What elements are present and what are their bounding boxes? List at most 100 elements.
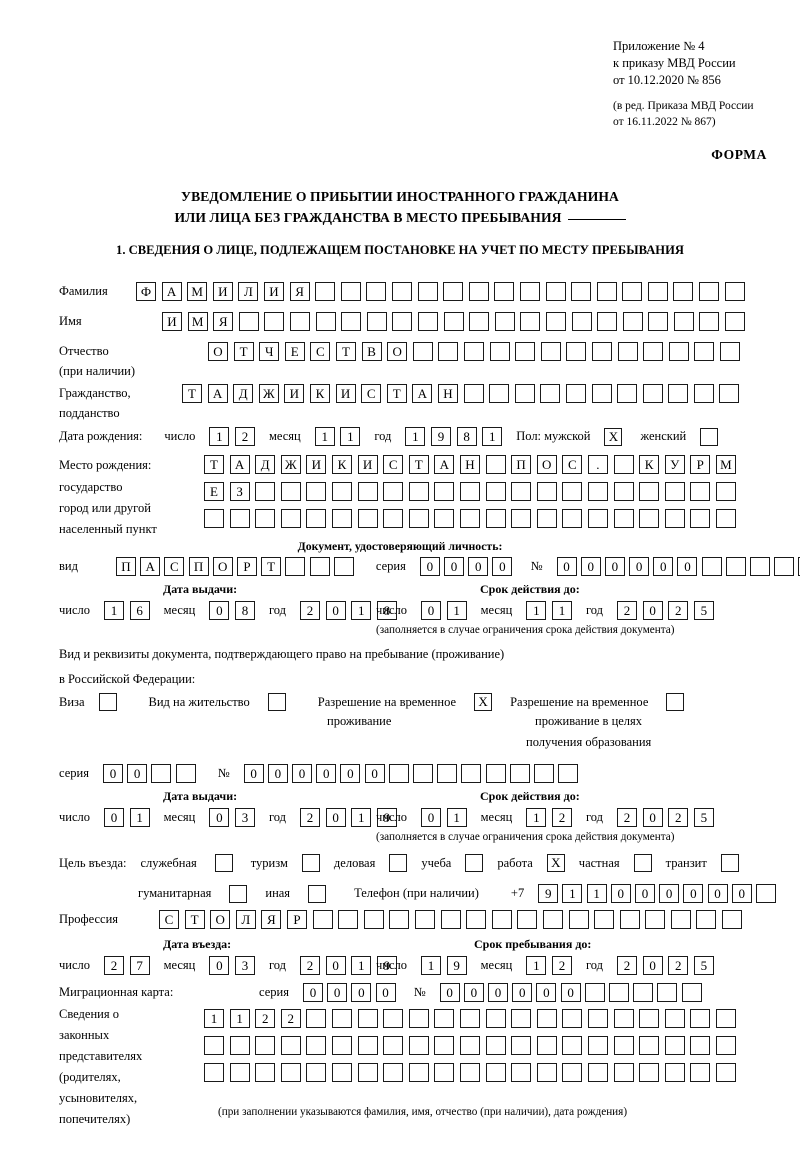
- char-box[interactable]: 5: [693, 956, 714, 975]
- char-box[interactable]: Т: [408, 455, 429, 474]
- char-box[interactable]: 0: [267, 764, 288, 783]
- char-box[interactable]: [341, 312, 362, 331]
- char-box[interactable]: [542, 910, 563, 929]
- char-box[interactable]: [622, 282, 643, 301]
- char-box[interactable]: 0: [683, 884, 704, 903]
- char-box[interactable]: 1: [562, 884, 583, 903]
- char-box[interactable]: 0: [127, 764, 148, 783]
- char-box[interactable]: [315, 312, 336, 331]
- char-box[interactable]: [388, 764, 409, 783]
- sex-male-checkbox[interactable]: X: [604, 427, 623, 446]
- char-box[interactable]: [408, 1036, 429, 1055]
- char-box[interactable]: Д: [255, 455, 276, 474]
- char-box[interactable]: 0: [488, 983, 509, 1002]
- char-box[interactable]: 9: [446, 956, 467, 975]
- char-box[interactable]: Ж: [280, 455, 301, 474]
- char-box[interactable]: 0: [604, 557, 625, 576]
- char-box[interactable]: [264, 312, 285, 331]
- char-box[interactable]: И: [212, 282, 233, 301]
- char-box[interactable]: [363, 910, 384, 929]
- char-box[interactable]: [485, 1036, 506, 1055]
- char-box[interactable]: [485, 509, 506, 528]
- char-box[interactable]: [417, 282, 438, 301]
- char-box[interactable]: [280, 482, 301, 501]
- char-box[interactable]: А: [229, 455, 250, 474]
- char-box[interactable]: [229, 1036, 250, 1055]
- char-box[interactable]: [485, 455, 506, 474]
- char-box[interactable]: [664, 1036, 685, 1055]
- char-box[interactable]: [750, 557, 771, 576]
- char-box[interactable]: [724, 282, 745, 301]
- char-box[interactable]: [459, 1036, 480, 1055]
- char-box[interactable]: [565, 384, 586, 403]
- purpose-other-checkbox[interactable]: [308, 884, 327, 903]
- char-box[interactable]: 0: [642, 601, 663, 620]
- char-box[interactable]: [690, 1036, 711, 1055]
- char-box[interactable]: 2: [300, 956, 321, 975]
- char-box[interactable]: [392, 312, 413, 331]
- char-box[interactable]: В: [361, 342, 382, 361]
- char-box[interactable]: Ф: [136, 282, 156, 301]
- char-box[interactable]: [566, 342, 587, 361]
- char-box[interactable]: [664, 482, 685, 501]
- char-box[interactable]: [309, 557, 330, 576]
- char-box[interactable]: [340, 282, 361, 301]
- char-box[interactable]: Т: [182, 384, 202, 403]
- char-box[interactable]: [519, 282, 540, 301]
- char-box[interactable]: Е: [284, 342, 305, 361]
- char-box[interactable]: 0: [292, 764, 313, 783]
- char-box[interactable]: 0: [556, 557, 577, 576]
- sex-female-checkbox[interactable]: [700, 427, 719, 446]
- char-box[interactable]: [443, 282, 464, 301]
- char-box[interactable]: [331, 509, 352, 528]
- purpose-study-checkbox[interactable]: [465, 854, 484, 873]
- char-box[interactable]: [545, 282, 566, 301]
- char-box[interactable]: 0: [421, 601, 442, 620]
- char-box[interactable]: М: [715, 455, 736, 474]
- char-box[interactable]: [238, 312, 259, 331]
- char-box[interactable]: А: [412, 384, 433, 403]
- char-box[interactable]: [774, 557, 795, 576]
- char-box[interactable]: [536, 509, 557, 528]
- char-box[interactable]: [587, 509, 608, 528]
- purpose-work-checkbox[interactable]: X: [546, 854, 565, 873]
- char-box[interactable]: [597, 312, 618, 331]
- char-box[interactable]: [312, 910, 333, 929]
- char-box[interactable]: [438, 342, 459, 361]
- purpose-private-checkbox[interactable]: [633, 854, 652, 873]
- char-box[interactable]: 1: [229, 1009, 250, 1028]
- char-box[interactable]: О: [387, 342, 408, 361]
- char-box[interactable]: 0: [731, 884, 752, 903]
- char-box[interactable]: [536, 1009, 557, 1028]
- char-box[interactable]: [463, 384, 484, 403]
- char-box[interactable]: [520, 312, 541, 331]
- char-box[interactable]: 2: [280, 1009, 301, 1028]
- char-box[interactable]: [681, 983, 702, 1002]
- char-box[interactable]: Л: [235, 910, 256, 929]
- char-box[interactable]: А: [207, 384, 228, 403]
- char-box[interactable]: [412, 342, 433, 361]
- char-box[interactable]: [357, 1009, 378, 1028]
- char-box[interactable]: 0: [209, 601, 230, 620]
- char-box[interactable]: [617, 342, 638, 361]
- char-box[interactable]: [719, 342, 740, 361]
- visa-checkbox[interactable]: [98, 693, 117, 712]
- char-box[interactable]: 0: [629, 557, 650, 576]
